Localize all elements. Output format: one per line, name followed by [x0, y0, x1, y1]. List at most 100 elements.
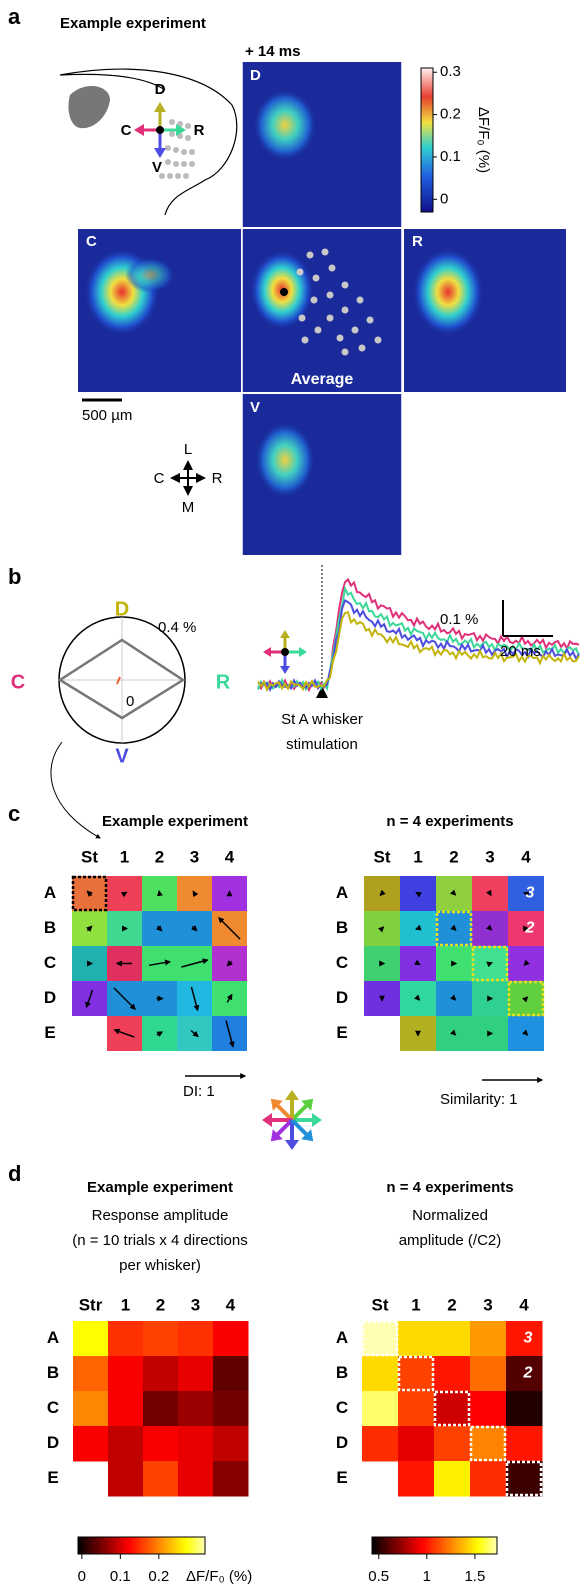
- column-label: 2: [447, 1295, 456, 1314]
- wheel-head: [262, 1113, 272, 1127]
- image-label: C: [86, 233, 97, 250]
- trace: [258, 579, 579, 690]
- row-label: D: [47, 1433, 59, 1452]
- sketch-label: C: [121, 122, 132, 139]
- cell: [143, 1356, 179, 1392]
- cell: [108, 1356, 144, 1392]
- column-label: 1: [120, 847, 129, 866]
- subtitle: per whisker): [119, 1257, 201, 1274]
- panel-letter: a: [8, 4, 21, 29]
- colorbar: 00.10.20.3: [421, 63, 461, 212]
- tick-label: 0.5: [368, 1568, 389, 1585]
- row-label: E: [44, 1023, 55, 1042]
- column-label: Str: [79, 1295, 103, 1314]
- polar-label: C: [11, 671, 25, 693]
- column-label: 1: [121, 1295, 130, 1314]
- colorbar-label: ΔF/F₀ (%): [186, 1568, 252, 1585]
- cell: [178, 1461, 214, 1497]
- cell: [398, 1356, 435, 1392]
- tick-label: 0: [78, 1568, 86, 1585]
- cell: [362, 1426, 399, 1462]
- row-label: A: [44, 883, 56, 902]
- cell: [434, 1461, 471, 1497]
- row-label: A: [336, 1328, 348, 1347]
- tick-label: 1: [423, 1568, 431, 1585]
- cell: [470, 1461, 507, 1497]
- sketch-label: V: [152, 159, 162, 176]
- panel-title: Example experiment: [87, 1179, 233, 1196]
- scale-bar-label: 500 µm: [82, 407, 132, 424]
- column-label: 4: [519, 1295, 529, 1314]
- column-label: St: [81, 847, 98, 866]
- column-label: St: [374, 847, 391, 866]
- wheel-arrow: [292, 1120, 308, 1136]
- wheel-head: [285, 1140, 299, 1150]
- stimulus-label: St A whisker: [281, 711, 363, 728]
- direction-grid: St1234ABCDE: [44, 847, 247, 1051]
- cell: [143, 1321, 179, 1357]
- image-label: D: [250, 67, 261, 84]
- wheel-arrow: [276, 1104, 292, 1120]
- polar-label: V: [115, 745, 129, 767]
- column-label: 4: [521, 847, 531, 866]
- cell: [434, 1426, 471, 1462]
- cell: [213, 1321, 249, 1357]
- column-label: 2: [155, 847, 164, 866]
- direction-grid: St1234ABCDE32: [336, 847, 544, 1051]
- cell: [506, 1426, 543, 1462]
- colorbar-label: ΔF/F₀ (%): [475, 107, 492, 173]
- cell: [434, 1391, 471, 1427]
- cell-label: 3: [526, 885, 535, 902]
- tick-label: 0: [440, 190, 448, 207]
- cell: [143, 1426, 179, 1462]
- panel-title: Example experiment: [60, 15, 206, 32]
- column-label: 4: [226, 1295, 236, 1314]
- cell: [362, 1356, 399, 1392]
- heatmap: St1234ABCDE320.511.5: [336, 1295, 543, 1584]
- scale-label: DI: 1: [183, 1083, 215, 1100]
- column-label: 4: [225, 847, 235, 866]
- tick-label: 0.1: [110, 1568, 131, 1585]
- polar-label: R: [216, 671, 231, 693]
- subtitle: Response amplitude: [92, 1207, 229, 1224]
- polar-label: D: [115, 598, 129, 620]
- traces: [258, 565, 579, 698]
- wheel-arrow: [276, 1120, 292, 1136]
- cell: [178, 1391, 214, 1427]
- compass-label: R: [212, 470, 223, 487]
- column-label: 3: [483, 1295, 492, 1314]
- cell: [108, 1426, 144, 1462]
- panel-title: n = 4 experiments: [386, 1179, 513, 1196]
- cell: [434, 1321, 471, 1357]
- row-label: D: [336, 988, 348, 1007]
- cell: [178, 1426, 214, 1462]
- wheel-head: [312, 1113, 322, 1127]
- cell: [73, 1321, 109, 1357]
- scale-bar: [503, 600, 553, 636]
- cell: [470, 1356, 507, 1392]
- cell: [73, 1356, 109, 1392]
- cell: [108, 1461, 144, 1497]
- cell: [506, 1391, 543, 1427]
- column-label: 2: [449, 847, 458, 866]
- image-label: V: [250, 399, 260, 416]
- row-label: E: [336, 1023, 347, 1042]
- row-label: B: [44, 918, 56, 937]
- row-label: C: [44, 953, 56, 972]
- row-label: B: [336, 1363, 348, 1382]
- row-label: D: [336, 1433, 348, 1452]
- image-label: Average: [291, 371, 354, 388]
- row-label: A: [336, 883, 348, 902]
- cell: [398, 1321, 435, 1357]
- cell: [143, 1461, 179, 1497]
- subtitle: Normalized: [412, 1207, 488, 1224]
- wheel-head: [285, 1090, 299, 1100]
- cell: [213, 1391, 249, 1427]
- radius-label: 0.4 %: [158, 619, 196, 636]
- cell: [398, 1461, 435, 1497]
- column-label: 3: [191, 1295, 200, 1314]
- panel-title: n = 4 experiments: [386, 813, 513, 830]
- column-label: 2: [156, 1295, 165, 1314]
- center-label: 0: [126, 693, 134, 710]
- cell: [470, 1426, 507, 1462]
